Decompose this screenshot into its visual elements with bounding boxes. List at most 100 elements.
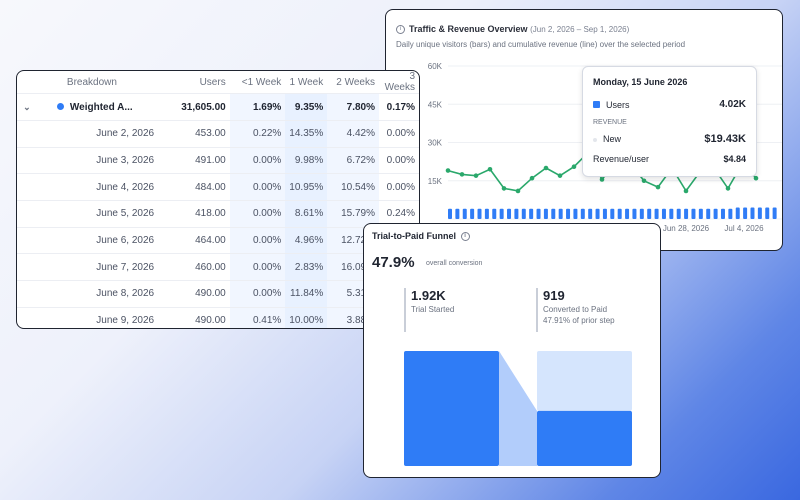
line-point	[571, 164, 577, 170]
line-point	[501, 186, 507, 191]
header-spacer	[17, 71, 37, 94]
line-point	[655, 184, 661, 190]
new-legend-dot	[593, 138, 597, 142]
step-2-sub: 47.91% of prior step	[543, 316, 615, 325]
bar	[499, 208, 504, 219]
step-1-value: 1.92K	[411, 288, 446, 303]
bar	[735, 207, 740, 219]
header-1week[interactable]: 1 Week	[289, 76, 324, 88]
bar	[743, 207, 748, 219]
funnel-bar-paid[interactable]	[537, 410, 632, 466]
table-row[interactable]: June 5, 2026 418.00 0.00% 8.61% 15.79% 0.24%	[17, 200, 419, 228]
row-spacer	[17, 280, 37, 308]
bar	[617, 208, 622, 219]
users-legend-swatch	[593, 100, 600, 108]
bar	[558, 208, 563, 219]
bar	[448, 208, 452, 219]
info-icon[interactable]: i	[460, 232, 470, 242]
bar	[713, 208, 718, 219]
bar	[521, 208, 526, 219]
bar	[757, 207, 762, 219]
funnel-step-2[interactable]: 919 Converted to Paid 47.91% of prior st…	[536, 288, 615, 332]
row-w0: 0.00%	[229, 200, 286, 228]
row-w3: 0.00%	[379, 173, 419, 201]
row-users: 460.00	[158, 253, 230, 281]
line-point	[725, 186, 731, 191]
expand-cell[interactable]: ⌄	[17, 93, 37, 121]
funnel-bar-ghost[interactable]	[537, 351, 632, 411]
row-date: June 5, 2026	[36, 200, 159, 228]
row-w1: 4.96%	[285, 226, 328, 254]
tooltip-users-value: 4.02K	[719, 99, 746, 110]
breakdown-table-card: Breakdown Users <1 Week 1 Week 2 Weeks 3…	[16, 70, 420, 329]
row-w0: 0.41%	[229, 306, 286, 328]
step-2-value: 919	[543, 288, 565, 303]
row-w0: 0.00%	[229, 226, 286, 254]
header-users[interactable]: Users	[199, 76, 226, 88]
line-point	[487, 166, 493, 172]
step-1-label: Trial Started	[411, 305, 455, 314]
funnel-bar-trial[interactable]	[404, 351, 499, 466]
breakdown-table: Breakdown Users <1 Week 1 Week 2 Weeks 3…	[17, 71, 419, 328]
bar	[691, 208, 696, 219]
table-row[interactable]: June 2, 2026 453.00 0.22% 14.35% 4.42% 0.00%	[17, 120, 419, 148]
tooltip-new-value: $19.43K	[704, 133, 746, 145]
tooltip-rpu-value: $4.84	[723, 154, 746, 164]
row-spacer	[17, 253, 37, 281]
y-tick-label: 15K	[428, 177, 443, 186]
row-w2: 6.72%	[327, 146, 379, 174]
bar	[573, 208, 578, 219]
bar	[514, 208, 519, 219]
overall-conversion-label: overall conversion	[426, 260, 483, 267]
row-w1: 9.98%	[285, 146, 328, 174]
row-users: 464.00	[158, 226, 230, 254]
line-point	[543, 165, 549, 171]
funnel-step-1[interactable]: 1.92K Trial Started	[404, 288, 454, 332]
row-w1: 10.95%	[285, 173, 328, 201]
row-date: June 9, 2026	[36, 306, 159, 328]
bar	[684, 208, 689, 219]
bar	[728, 208, 733, 219]
row-w2: 4.42%	[327, 120, 379, 148]
header-lt1week[interactable]: <1 Week	[241, 76, 282, 88]
x-tick-label: Jul 4, 2026	[724, 224, 764, 233]
row-date: June 8, 2026	[36, 280, 159, 308]
row-w3: 0.00%	[379, 120, 419, 148]
row-users: 491.00	[158, 146, 230, 174]
row-users: 490.00	[158, 280, 230, 308]
header-3weeks[interactable]: 3 Weeks	[384, 71, 415, 93]
row-spacer	[17, 173, 37, 201]
line-point	[683, 188, 689, 194]
row-w0: 0.22%	[229, 120, 286, 148]
row-w2: 15.79%	[327, 200, 379, 228]
table-row-total[interactable]: ⌄ Weighted A... 31,605.00 1.69% 9.35% 7.…	[17, 93, 419, 121]
row-w0: 0.00%	[229, 146, 286, 174]
row-date: June 2, 2026	[36, 120, 159, 148]
bar	[484, 208, 489, 219]
bar	[625, 208, 630, 219]
row-w1: 14.35%	[285, 120, 328, 148]
bar	[536, 208, 541, 219]
total-w2: 7.80%	[327, 93, 379, 121]
traffic-header: i Traffic & Revenue Overview (Jun 2, 2026…	[396, 24, 629, 35]
tooltip-users-label: Users	[606, 99, 630, 110]
bar	[477, 208, 482, 219]
header-breakdown[interactable]: Breakdown	[66, 76, 117, 88]
funnel-connector[interactable]	[499, 351, 537, 466]
chevron-down-icon[interactable]: ⌄	[23, 101, 31, 112]
bar	[639, 208, 644, 219]
header-2weeks[interactable]: 2 Weeks	[336, 76, 375, 88]
line-point	[557, 173, 563, 178]
table-row[interactable]: June 4, 2026 484.00 0.00% 10.95% 10.54% 0.00%	[17, 173, 419, 201]
bar	[551, 208, 556, 219]
bar	[610, 208, 615, 219]
info-icon[interactable]: i	[396, 25, 405, 35]
row-users: 453.00	[158, 120, 230, 148]
table-row[interactable]: June 3, 2026 491.00 0.00% 9.98% 6.72% 0.00%	[17, 146, 419, 174]
bar	[765, 207, 770, 219]
row-spacer	[17, 226, 37, 254]
